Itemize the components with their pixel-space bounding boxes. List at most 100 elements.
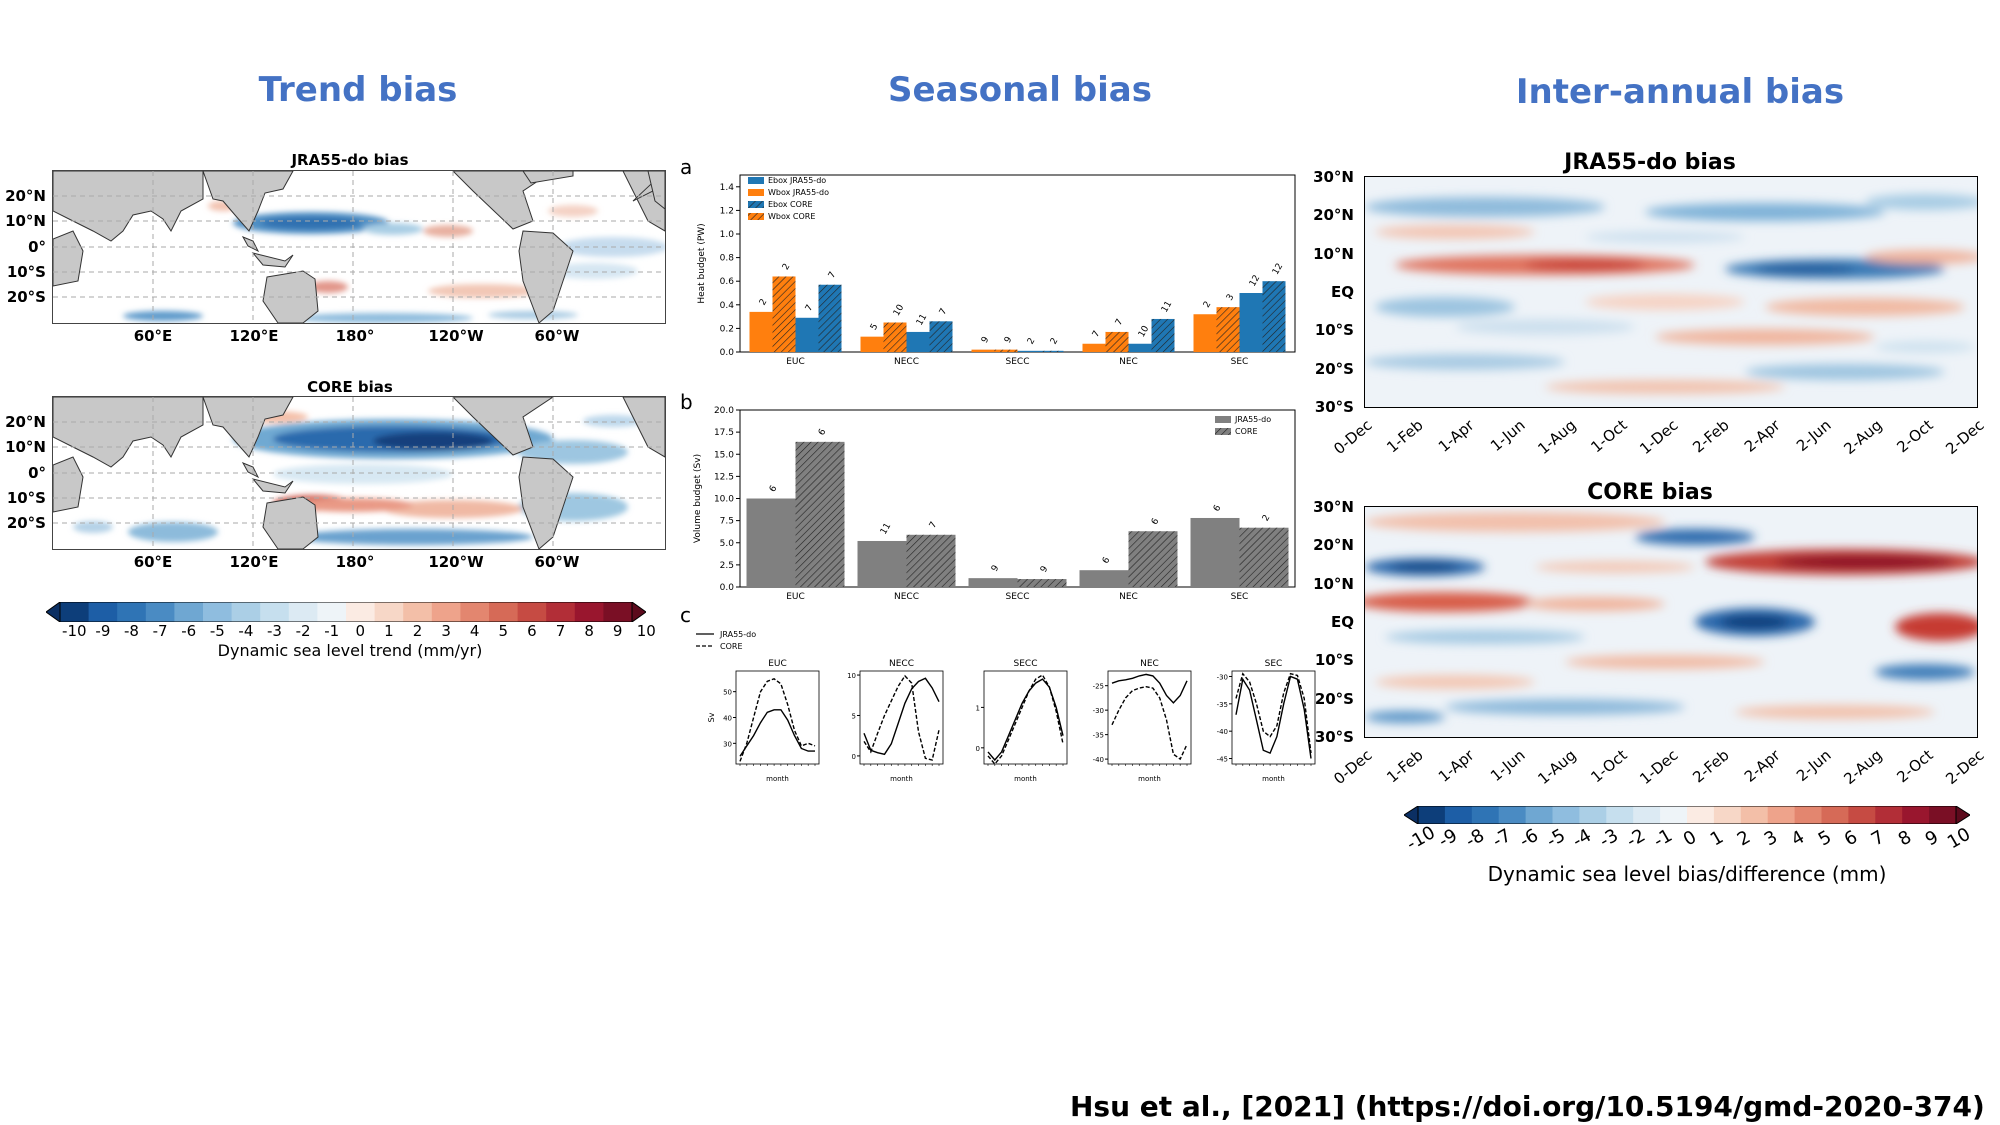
small-line-jra55 [987,678,1064,762]
heat-bar [1017,350,1041,352]
small-chart-title: NEC [1140,659,1159,669]
heat-ytick-label: 0.2 [720,324,734,334]
volume-ytick-label: 20.0 [714,406,734,416]
hovmoller-lat-label: 30°N [1313,168,1354,186]
trend-lon-label: 60°W [534,553,580,571]
small-ytick-label: 50 [723,689,732,697]
trend-colorbar-tick: 1 [384,622,394,640]
colorbar-segment [1552,806,1580,824]
small-chart-title: EUC [768,659,787,669]
volume-ytick-label: 17.5 [714,428,734,438]
volume-category-label: EUC [786,592,805,600]
colorbar-segment [1633,806,1661,824]
trend-lon-label: 60°E [133,327,173,345]
volume-legend-label: CORE [1235,427,1258,436]
colorbar-segment [317,602,347,622]
trend-colorbar [45,601,647,626]
colorbar-segment [403,602,433,622]
small-ytick-label: -25 [1093,683,1104,691]
trend-bias-title: Trend bias [258,70,458,110]
heat-bar-annotation: 7 [1114,317,1126,327]
heat-budget-chart: 0.0 0.2 0.4 0.6 0.8 1.0 1.2 1.4 Heat budget (PW)… [690,160,1310,374]
trend-lat-label: 0° [28,237,46,256]
colorbar-segment [1794,806,1822,824]
heat-bar [971,349,995,352]
trend-colorbar-tick: -6 [181,622,197,640]
heat-bar [1082,343,1106,352]
colorbar-low-extend [45,601,61,623]
trend-lat-label: 10°S [6,262,46,281]
heat-bar-hatch [1262,281,1286,352]
small-ytick-label: -35 [1217,701,1228,709]
volume-bar-annotation: 2 [1261,513,1273,523]
hovmoller-lat-label: 20°S [1314,359,1354,378]
heat-bar-annotation: 11 [915,313,929,328]
trend-colorbar-tick: 9 [612,622,623,640]
hovmoller-lat-label: 10°S [1314,321,1354,340]
colorbar-segment [88,602,118,622]
hovmoller-lat-label: 30°S [1314,727,1354,746]
heat-ytick-label: 1.4 [720,183,735,193]
colorbar-segment [574,602,604,622]
volume-bar-hatch [906,534,956,587]
volume-bar-annotation: 7 [928,520,940,530]
volume-bar-annotation: 6 [1212,503,1224,513]
colorbar-segment [1848,806,1876,824]
small-line-core [739,678,816,762]
small-ytick-label: 30 [723,740,732,748]
heat-legend-hatch [748,213,764,220]
small-ytick-label: 5 [852,712,856,720]
heat-bar-hatch [929,321,953,352]
heat-legend-label: Ebox CORE [768,200,813,209]
heat-bar-hatch [1216,307,1240,352]
volume-category-label: NECC [894,592,919,600]
colorbar-high-extend [631,601,647,623]
colorbar-segment [1902,806,1930,824]
interannual-bias-title: Inter-annual bias [1515,72,1845,112]
heat-bar [906,331,930,352]
trend-colorbar-tick: 4 [469,622,480,640]
hovmoller-lat-label: 10°N [1313,244,1354,263]
small-line-core [863,674,940,761]
trend-colorbar-tick: -2 [295,622,311,640]
heat-bar [795,317,819,352]
colorbar-segment [1579,806,1607,824]
small-chart-title: NECC [889,659,914,669]
hov2-title: CORE bias [1587,480,1713,505]
trend-lat-label: 10°N [5,212,46,231]
heat-bar-annotation: 7 [1091,329,1103,339]
volume-legend-hatch [1215,428,1231,435]
trend-colorbar-tick: -7 [152,622,168,640]
hovmoller-lat-label: 20°S [1314,689,1354,708]
small-xlabel: month [1262,775,1285,783]
small-legend-label: JRA55-do [719,630,756,639]
seasonal-bias-title: Seasonal bias [888,70,1152,110]
trend-colorbar-tick: -9 [95,622,111,640]
volume-ytick-label: 10.0 [714,495,734,505]
volume-ytick-label: 7.5 [720,517,734,527]
small-plot-frame [1107,670,1192,765]
small-ytick-label: -45 [1217,756,1228,764]
heat-ytick-label: 0.0 [720,348,735,358]
colorbar-low-extend [1403,805,1419,825]
volume-category-label: SECC [1006,592,1030,600]
colorbar-segment [1418,806,1446,824]
trend-map1-title: JRA55-do bias [291,151,409,169]
heat-bar-annotation: 2 [758,297,770,307]
heat-bar-annotation: 2 [1026,336,1038,346]
small-chart-title: SEC [1265,659,1283,669]
colorbar-segment [174,602,204,622]
hovmoller-lat-label: 20°N [1313,536,1354,555]
heat-bar-annotation: 10 [1137,324,1152,339]
volume-category-label: SEC [1231,592,1249,600]
heat-bar [860,336,884,352]
trend-colorbar-label: Dynamic sea level trend (mm/yr) [217,641,483,660]
volume-bar [1079,570,1129,587]
heat-category-label: SECC [1006,357,1030,367]
trend-colorbar-tick: 3 [441,622,451,640]
heat-category-label: SEC [1231,357,1249,367]
small-ytick-label: -35 [1093,732,1104,740]
colorbar-segment [1471,806,1500,824]
colorbar-segment [1821,806,1849,824]
volume-ytick-label: 2.5 [720,561,734,571]
